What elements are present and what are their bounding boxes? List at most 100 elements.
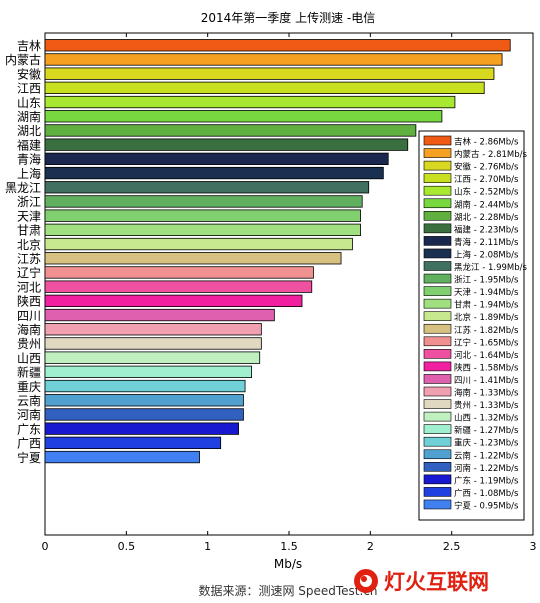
data-source: 数据来源：测速网 SpeedTest.cn	[198, 583, 377, 598]
x-tick-label: 2.5	[443, 540, 461, 553]
bar	[44, 379, 246, 393]
category-label: 北京	[17, 238, 41, 252]
legend-swatch	[423, 336, 452, 347]
legend-label: 内蒙古 - 2.81Mb/s	[454, 149, 527, 160]
category-label: 河北	[17, 280, 41, 294]
watermark-text: 灯火互联网	[384, 570, 489, 594]
legend-swatch	[423, 424, 452, 434]
category-label: 湖北	[17, 123, 41, 138]
legend-label: 江苏 - 1.82Mb/s	[454, 325, 519, 336]
legend-label: 甘肃 - 1.94Mb/s	[454, 300, 519, 311]
legend-swatch	[423, 449, 452, 460]
legend-swatch	[423, 173, 452, 183]
legend-swatch	[423, 236, 452, 246]
legend-swatch	[423, 223, 452, 234]
category-label: 安徽	[17, 66, 41, 81]
category-label: 陕西	[17, 294, 41, 309]
chart-title: 2014年第一季度 上传测速 -电信	[201, 10, 376, 25]
legend-label: 山西 - 1.32Mb/s	[454, 413, 519, 424]
bar	[44, 408, 244, 421]
bar	[44, 365, 252, 379]
legend-label: 河北 - 1.64Mb/s	[454, 350, 519, 361]
category-label: 天津	[17, 209, 41, 223]
legend-swatch	[423, 261, 452, 271]
legend-swatch	[423, 386, 452, 397]
bar	[44, 110, 443, 123]
category-label: 湖南	[17, 109, 41, 124]
x-tick-label: 3	[530, 540, 537, 553]
legend-label: 云南 - 1.22Mb/s	[454, 450, 519, 461]
category-label: 上海	[17, 166, 41, 181]
category-label: 宁夏	[17, 450, 41, 465]
category-label: 青海	[17, 152, 41, 167]
legend-swatch	[423, 248, 452, 259]
legend-label: 吉林 - 2.86Mb/s	[454, 137, 519, 148]
category-label: 黑龙江	[5, 181, 41, 195]
category-label: 吉林	[17, 39, 41, 53]
legend-label: 辽宁 - 1.65Mb/s	[454, 337, 519, 348]
bar	[44, 436, 222, 450]
legend-label: 海南 - 1.33Mb/s	[454, 388, 519, 399]
legend-swatch	[423, 361, 452, 372]
legend-swatch	[423, 323, 452, 334]
bar	[44, 294, 303, 308]
legend-label: 广东 - 1.19Mb/s	[454, 475, 519, 486]
category-label: 新疆	[17, 365, 41, 380]
category-label: 重庆	[17, 380, 41, 394]
bar	[44, 237, 353, 251]
category-label: 浙江	[17, 195, 41, 209]
bar	[44, 181, 370, 194]
bar	[44, 266, 314, 279]
legend-swatch	[423, 311, 452, 322]
legend-swatch	[423, 148, 452, 158]
legend-swatch	[423, 211, 452, 221]
category-label: 广西	[17, 437, 41, 451]
bar	[44, 450, 200, 464]
category-label: 江西	[17, 82, 41, 96]
legend-label: 宁夏 - 0.95Mb/s	[454, 500, 519, 511]
bar	[44, 152, 389, 166]
bar	[44, 422, 239, 435]
legend-label: 浙江 - 1.95Mb/s	[454, 275, 519, 286]
category-label: 海南	[17, 322, 41, 337]
legend-label: 安徽 - 2.76Mb/s	[454, 162, 519, 173]
legend-label: 河南 - 1.22Mb/s	[454, 463, 519, 474]
bar	[44, 308, 275, 322]
category-label: 甘肃	[17, 224, 41, 238]
legend-swatch	[423, 461, 452, 472]
bar	[44, 195, 363, 208]
legend-label: 新疆 - 1.27Mb/s	[454, 425, 519, 436]
bar	[44, 394, 244, 407]
legend-label: 重庆 - 1.23Mb/s	[454, 438, 519, 449]
bar	[44, 39, 511, 52]
x-tick-label: 1.5	[280, 540, 298, 553]
bar	[44, 337, 262, 350]
legend-swatch	[423, 286, 452, 296]
category-label: 河南	[17, 407, 41, 422]
bar	[44, 81, 485, 94]
legend-swatch	[423, 349, 452, 359]
bar	[44, 223, 361, 237]
legend-swatch	[423, 499, 452, 510]
legend-label: 江西 - 2.70Mb/s	[454, 175, 519, 185]
bar	[44, 209, 361, 222]
legend-label: 北京 - 1.89Mb/s	[454, 312, 519, 323]
category-label: 广东	[17, 422, 41, 436]
bar	[44, 95, 456, 109]
category-label: 山西	[17, 351, 41, 365]
legend-swatch	[423, 198, 452, 209]
legend-swatch	[423, 135, 452, 146]
legend-swatch	[423, 411, 452, 422]
category-label: 福建	[17, 137, 41, 152]
category-label: 云南	[17, 393, 41, 408]
category-label: 内蒙古	[5, 52, 41, 67]
legend-label: 天津 - 1.94Mb/s	[454, 287, 519, 298]
bar	[44, 166, 384, 180]
legend-swatch	[423, 298, 452, 309]
legend-swatch	[423, 399, 452, 409]
x-tick-label: 0.5	[118, 540, 136, 553]
legend-label: 湖北 - 2.28Mb/s	[454, 213, 519, 223]
legend-label: 四川 - 1.41Mb/s	[454, 376, 519, 386]
bar	[44, 252, 342, 265]
